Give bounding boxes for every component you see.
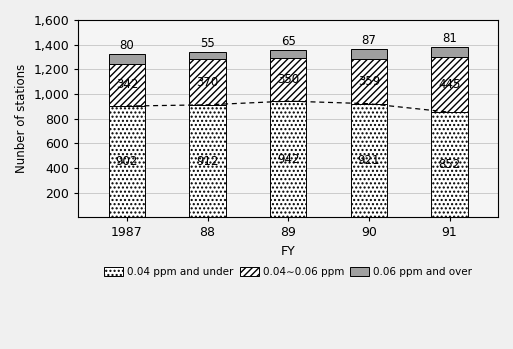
Bar	[351, 104, 387, 217]
Text: 852: 852	[439, 158, 461, 171]
Bar	[189, 59, 226, 105]
Text: 921: 921	[358, 154, 380, 167]
Y-axis label: Nunber of stations: Nunber of stations	[15, 64, 28, 173]
Text: 342: 342	[115, 79, 138, 91]
Text: 445: 445	[439, 78, 461, 91]
Text: 55: 55	[200, 37, 215, 50]
Text: 350: 350	[277, 73, 299, 86]
Bar	[109, 64, 145, 106]
Text: 81: 81	[442, 32, 457, 45]
Bar	[189, 105, 226, 217]
Bar	[270, 101, 306, 217]
Text: 370: 370	[196, 75, 219, 89]
Text: 65: 65	[281, 35, 295, 48]
Text: 80: 80	[120, 39, 134, 52]
Bar	[109, 106, 145, 217]
Text: 359: 359	[358, 75, 380, 88]
Bar	[431, 57, 468, 112]
Bar	[431, 47, 468, 57]
Bar	[431, 112, 468, 217]
Bar	[351, 59, 387, 104]
Text: 942: 942	[277, 153, 300, 166]
Bar	[189, 52, 226, 59]
Text: 902: 902	[115, 155, 138, 168]
Bar	[270, 50, 306, 58]
Legend: 0.04 ppm and under, 0.04∼0.06 ppm, 0.06 ppm and over: 0.04 ppm and under, 0.04∼0.06 ppm, 0.06 …	[100, 262, 477, 281]
Bar	[270, 58, 306, 101]
Text: 912: 912	[196, 155, 219, 168]
Text: 87: 87	[362, 34, 377, 46]
Bar	[351, 49, 387, 59]
Bar	[109, 54, 145, 64]
X-axis label: FY: FY	[281, 245, 295, 258]
